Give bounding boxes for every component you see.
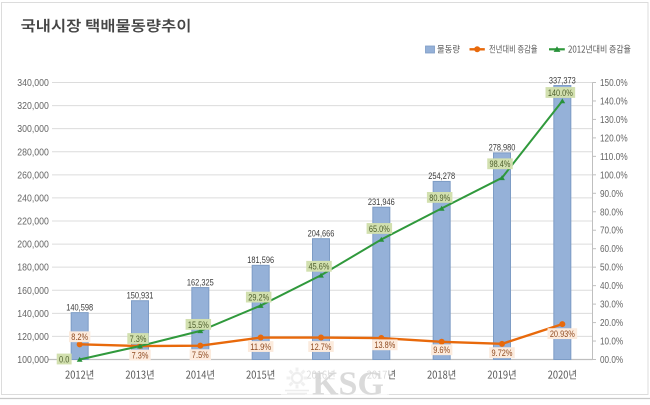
svg-text:45.6%: 45.6% (309, 262, 330, 273)
svg-text:140.0%: 140.0% (600, 96, 628, 107)
svg-text:140,000: 140,000 (17, 309, 49, 320)
svg-text:90.0%: 90.0% (600, 189, 623, 200)
svg-text:204,666: 204,666 (308, 229, 335, 240)
svg-text:KSG: KSG (312, 366, 384, 401)
svg-text:40.0%: 40.0% (600, 281, 623, 292)
svg-text:100,000: 100,000 (17, 355, 49, 366)
svg-text:00.0%: 00.0% (600, 355, 623, 366)
svg-text:162,325: 162,325 (187, 277, 214, 288)
svg-text:340,000: 340,000 (17, 78, 49, 89)
svg-text:130.0%: 130.0% (600, 115, 628, 126)
svg-text:110.0%: 110.0% (600, 152, 628, 163)
svg-text:181,596: 181,596 (247, 255, 274, 266)
svg-text:278,980: 278,980 (489, 143, 516, 154)
svg-text:320,000: 320,000 (17, 101, 49, 112)
svg-text:150.0%: 150.0% (600, 78, 628, 89)
svg-text:260,000: 260,000 (17, 170, 49, 181)
svg-text:300,000: 300,000 (17, 124, 49, 135)
svg-text:254,278: 254,278 (428, 171, 455, 182)
svg-text:29.2%: 29.2% (248, 292, 269, 303)
svg-text:280,000: 280,000 (17, 147, 49, 158)
svg-text:120.0%: 120.0% (600, 133, 628, 144)
svg-text:20.0%: 20.0% (600, 318, 623, 329)
svg-text:240,000: 240,000 (17, 193, 49, 204)
svg-text:80.0%: 80.0% (600, 207, 623, 218)
svg-text:180,000: 180,000 (17, 263, 49, 274)
svg-text:50.0%: 50.0% (600, 263, 623, 274)
svg-text:12.7%: 12.7% (311, 342, 332, 353)
svg-text:231,946: 231,946 (368, 197, 395, 208)
svg-text:10.0%: 10.0% (600, 337, 623, 348)
svg-text:15.5%: 15.5% (188, 320, 209, 331)
svg-text:60.0%: 60.0% (600, 244, 623, 255)
svg-text:7.3%: 7.3% (132, 350, 149, 361)
svg-text:11.9%: 11.9% (250, 342, 271, 353)
svg-text:140,598: 140,598 (66, 302, 93, 313)
svg-text:9.6%: 9.6% (433, 345, 450, 356)
svg-text:7.3%: 7.3% (130, 334, 147, 345)
svg-text:220,000: 220,000 (17, 217, 49, 228)
svg-text:65.0%: 65.0% (369, 224, 390, 235)
svg-text:13.8%: 13.8% (374, 340, 395, 351)
svg-text:8.2%: 8.2% (71, 332, 88, 343)
svg-text:337,373: 337,373 (549, 75, 576, 86)
svg-text:30.0%: 30.0% (600, 300, 623, 311)
svg-text:7.5%: 7.5% (192, 350, 209, 361)
svg-text:200,000: 200,000 (17, 240, 49, 251)
svg-text:70.0%: 70.0% (600, 226, 623, 237)
svg-text:140.0%: 140.0% (548, 88, 573, 99)
svg-text:9.72%: 9.72% (492, 348, 513, 359)
svg-text:100.0%: 100.0% (600, 170, 628, 181)
svg-text:150,931: 150,931 (127, 291, 154, 302)
svg-text:160,000: 160,000 (17, 286, 49, 297)
svg-text:20.93%: 20.93% (550, 329, 575, 340)
svg-text:0.0: 0.0 (59, 354, 69, 365)
svg-text:120,000: 120,000 (17, 332, 49, 343)
svg-text:80.9%: 80.9% (429, 193, 450, 204)
svg-text:98.4%: 98.4% (490, 159, 511, 170)
